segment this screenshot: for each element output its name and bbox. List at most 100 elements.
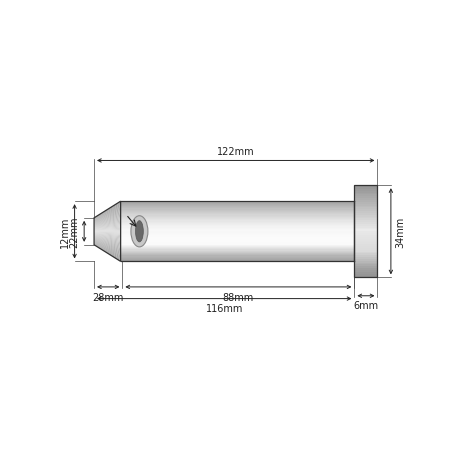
Polygon shape: [120, 255, 353, 256]
Polygon shape: [94, 221, 120, 228]
Polygon shape: [120, 240, 353, 241]
Polygon shape: [94, 243, 120, 258]
Polygon shape: [120, 246, 353, 247]
Polygon shape: [120, 202, 353, 203]
Polygon shape: [353, 276, 377, 278]
Polygon shape: [353, 217, 377, 219]
Polygon shape: [353, 228, 377, 230]
Polygon shape: [120, 218, 353, 220]
Polygon shape: [353, 195, 377, 197]
Polygon shape: [353, 232, 377, 234]
Polygon shape: [353, 269, 377, 270]
Polygon shape: [94, 235, 120, 240]
Text: 88mm: 88mm: [222, 292, 253, 302]
Polygon shape: [120, 258, 353, 259]
Polygon shape: [94, 214, 120, 224]
Polygon shape: [353, 226, 377, 228]
Polygon shape: [353, 237, 377, 239]
Polygon shape: [120, 256, 353, 257]
Polygon shape: [353, 246, 377, 248]
Polygon shape: [94, 244, 120, 259]
Polygon shape: [94, 235, 120, 241]
Polygon shape: [94, 224, 120, 229]
Polygon shape: [120, 238, 353, 239]
Polygon shape: [94, 236, 120, 243]
Polygon shape: [353, 254, 377, 256]
Polygon shape: [94, 211, 120, 223]
Polygon shape: [353, 199, 377, 201]
Polygon shape: [94, 244, 120, 261]
Polygon shape: [94, 245, 120, 262]
Polygon shape: [120, 213, 353, 214]
Text: 28mm: 28mm: [92, 292, 123, 302]
Polygon shape: [353, 201, 377, 202]
Polygon shape: [353, 241, 377, 243]
Ellipse shape: [131, 216, 148, 247]
Polygon shape: [94, 204, 120, 220]
Polygon shape: [353, 235, 377, 237]
Polygon shape: [120, 216, 353, 218]
Text: 6mm: 6mm: [353, 301, 378, 311]
Polygon shape: [120, 261, 353, 262]
Polygon shape: [94, 232, 120, 233]
Polygon shape: [120, 207, 353, 208]
Polygon shape: [94, 202, 120, 219]
Polygon shape: [94, 238, 120, 246]
Polygon shape: [353, 270, 377, 272]
Polygon shape: [353, 243, 377, 245]
Polygon shape: [353, 212, 377, 213]
Polygon shape: [94, 230, 120, 232]
Polygon shape: [120, 241, 353, 243]
Polygon shape: [353, 245, 377, 246]
Polygon shape: [94, 226, 120, 230]
Polygon shape: [353, 223, 377, 224]
Ellipse shape: [135, 221, 143, 242]
Polygon shape: [120, 250, 353, 251]
Polygon shape: [120, 259, 353, 261]
Polygon shape: [120, 243, 353, 244]
Polygon shape: [120, 209, 353, 210]
Polygon shape: [353, 213, 377, 215]
Polygon shape: [120, 208, 353, 209]
Polygon shape: [94, 218, 120, 226]
Text: 22mm: 22mm: [69, 216, 79, 247]
Polygon shape: [353, 256, 377, 257]
Polygon shape: [120, 247, 353, 249]
Text: 122mm: 122mm: [217, 146, 254, 157]
Polygon shape: [120, 204, 353, 205]
Polygon shape: [94, 205, 120, 220]
Polygon shape: [120, 233, 353, 234]
Polygon shape: [353, 250, 377, 252]
Polygon shape: [94, 239, 120, 250]
Polygon shape: [120, 245, 353, 246]
Polygon shape: [120, 221, 353, 222]
Polygon shape: [353, 263, 377, 265]
Polygon shape: [120, 205, 353, 207]
Polygon shape: [353, 193, 377, 195]
Polygon shape: [120, 203, 353, 204]
Polygon shape: [94, 238, 120, 247]
Polygon shape: [120, 234, 353, 235]
Polygon shape: [120, 224, 353, 226]
Polygon shape: [353, 208, 377, 210]
Polygon shape: [353, 219, 377, 221]
Polygon shape: [120, 214, 353, 215]
Polygon shape: [353, 259, 377, 261]
Polygon shape: [94, 241, 120, 255]
Polygon shape: [353, 224, 377, 226]
Polygon shape: [120, 232, 353, 233]
Polygon shape: [94, 207, 120, 221]
Polygon shape: [353, 272, 377, 274]
Polygon shape: [120, 253, 353, 255]
Polygon shape: [120, 252, 353, 253]
Polygon shape: [94, 228, 120, 231]
Polygon shape: [94, 237, 120, 244]
Polygon shape: [94, 241, 120, 252]
Polygon shape: [94, 213, 120, 224]
Polygon shape: [353, 186, 377, 188]
Polygon shape: [353, 206, 377, 208]
Polygon shape: [120, 230, 353, 232]
Polygon shape: [353, 248, 377, 250]
Polygon shape: [353, 204, 377, 206]
Polygon shape: [94, 233, 120, 235]
